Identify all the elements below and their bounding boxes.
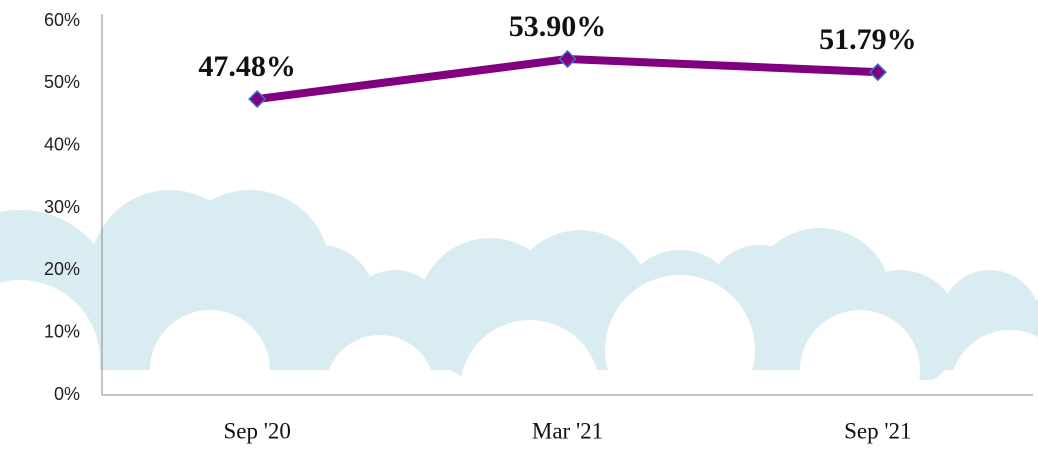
data-label: 47.48% xyxy=(198,50,296,83)
x-tick-label: Sep '21 xyxy=(844,418,911,443)
y-tick-label: 20% xyxy=(44,259,80,279)
y-tick-label: 40% xyxy=(44,134,80,154)
y-tick-label: 30% xyxy=(44,197,80,217)
x-tick-label: Sep '20 xyxy=(223,418,290,443)
y-tick-label: 0% xyxy=(54,384,80,404)
data-label: 51.79% xyxy=(819,23,917,56)
cloud-background xyxy=(0,190,1038,450)
data-label: 53.90% xyxy=(509,10,607,43)
y-tick-label: 60% xyxy=(44,10,80,30)
marker xyxy=(558,49,577,69)
y-tick-label: 10% xyxy=(44,321,80,341)
marker xyxy=(248,89,267,109)
y-tick-label: 50% xyxy=(44,72,80,92)
x-tick-label: Mar '21 xyxy=(532,418,603,443)
marker xyxy=(868,63,887,82)
